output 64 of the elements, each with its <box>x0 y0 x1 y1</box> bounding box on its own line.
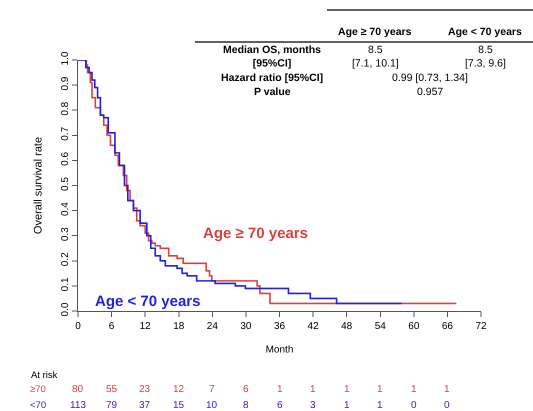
annotation: 8.5 [7.1, 10.1] <box>352 44 399 70</box>
x-tick-label: 66 <box>442 321 454 332</box>
y-tick-label: 1.0 <box>60 51 71 66</box>
text: 0 <box>411 400 417 411</box>
text: 1 <box>411 384 417 395</box>
x-tick-label: 12 <box>140 321 152 332</box>
y-tick-label: 0.5 <box>60 176 71 191</box>
annotation: 8.5 [7.3, 9.6] <box>465 44 506 70</box>
text: Age ≥ 70 years <box>338 26 412 38</box>
text: 15 <box>173 400 185 411</box>
y-axis-title: Overall survival rate <box>32 136 45 234</box>
y-tick-label: 0.3 <box>60 226 71 242</box>
text: 80 <box>72 384 84 395</box>
x-tick-label: 42 <box>308 321 320 332</box>
x-tick-label: 6 <box>108 321 115 332</box>
text: 8 <box>243 400 249 411</box>
y-tick-label: 0.0 <box>60 302 71 316</box>
text: 6 <box>243 384 249 395</box>
y-tick-label: 0.6 <box>60 152 71 166</box>
text: 6 <box>277 400 283 411</box>
text: 7 <box>209 384 215 395</box>
text: 10 <box>206 400 218 411</box>
text: 23 <box>139 384 151 395</box>
text: 3 <box>310 400 316 411</box>
annotation: Median OS, months [95%CI] <box>223 44 322 70</box>
text: 1 <box>310 384 316 395</box>
text: 1 <box>377 400 383 411</box>
annotation: 0.957 <box>417 86 444 98</box>
text: 1 <box>277 384 283 395</box>
text: 79 <box>106 400 118 411</box>
text: <70 <box>30 400 46 411</box>
y-tick-label: 0.1 <box>60 277 71 292</box>
x-tick-label: 0 <box>75 321 82 332</box>
text: At risk <box>31 370 58 381</box>
x-tick-label: 72 <box>475 321 487 332</box>
series-label: Age ≥ 70 years <box>203 225 308 242</box>
text: ≥70 <box>30 384 46 395</box>
y-tick-label: 0.8 <box>60 101 71 116</box>
text: 0 <box>444 400 450 411</box>
text: 113 <box>70 400 86 411</box>
y-tick-label: 0.2 <box>60 252 71 266</box>
text: 1 <box>344 400 350 411</box>
x-tick-label: 18 <box>173 321 185 332</box>
text: 1 <box>377 384 383 395</box>
y-tick-label: 0.9 <box>60 76 71 91</box>
y-tick-label: 0.7 <box>60 126 71 141</box>
x-tick-label: 48 <box>341 321 353 332</box>
text: 55 <box>106 384 118 395</box>
annotation: 0.99 [0.73, 1.34] <box>392 72 468 84</box>
x-tick-label: 24 <box>206 321 218 332</box>
text: 1 <box>344 384 350 395</box>
text: 1 <box>444 384 450 395</box>
x-tick-label: 54 <box>374 321 386 332</box>
x-tick-label: 60 <box>408 321 420 332</box>
annotation: Hazard ratio [95%CI] <box>221 72 324 84</box>
text: 12 <box>173 384 185 395</box>
text: Age < 70 years <box>448 26 522 38</box>
x-tick-label: 36 <box>274 321 286 332</box>
text: 37 <box>139 400 151 411</box>
series-label: Age < 70 years <box>95 293 200 310</box>
x-axis-title: Month <box>266 344 294 356</box>
y-tick-label: 0.4 <box>60 202 71 216</box>
x-tick-label: 30 <box>240 321 252 332</box>
annotation: P value <box>254 86 291 98</box>
